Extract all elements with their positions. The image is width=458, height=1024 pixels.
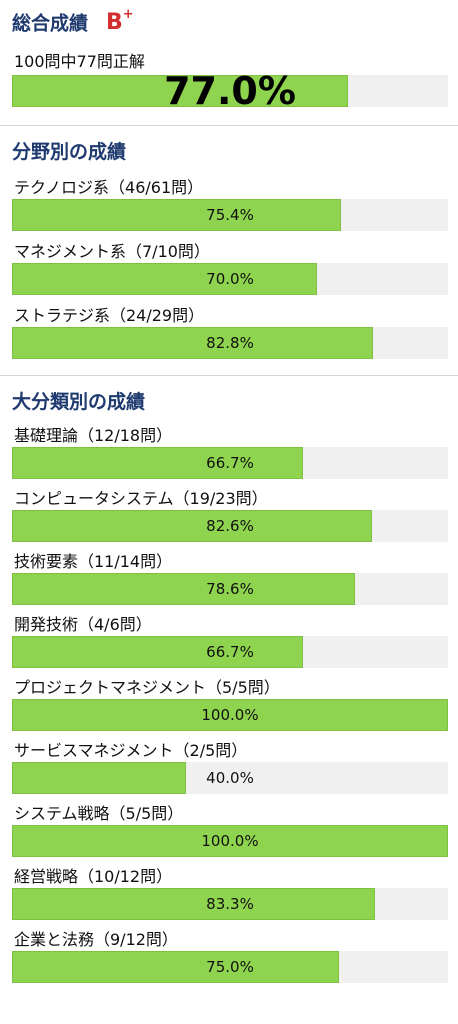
category-section: 大分類別の成績 基礎理論（12/18問） 66.7% コンピュータシステム（19… — [0, 376, 458, 984]
score-progress-fill — [12, 951, 339, 984]
score-item: 技術要素（11/14問） 78.6% — [0, 551, 458, 606]
score-item: ストラテジ系（24/29問） 82.8% — [0, 305, 458, 360]
score-item: マネジメント系（7/10問） 70.0% — [0, 241, 458, 296]
score-progress-bar: 82.8% — [12, 327, 448, 360]
category-list: 基礎理論（12/18問） 66.7% コンピュータシステム（19/23問） 82… — [0, 425, 458, 984]
score-percent: 82.8% — [206, 334, 254, 353]
score-progress-fill — [12, 699, 448, 732]
score-percent: 82.6% — [206, 517, 254, 536]
score-progress-bar: 66.7% — [12, 447, 448, 480]
overall-summary: 100問中77問正解 — [14, 52, 145, 72]
score-progress-fill — [12, 510, 373, 543]
grade-badge: B+ — [106, 7, 134, 36]
score-progress-fill — [12, 762, 187, 795]
score-progress-fill — [12, 447, 303, 480]
score-percent: 75.0% — [206, 958, 254, 977]
score-progress-bar: 82.6% — [12, 510, 448, 543]
field-section-title: 分野別の成績 — [12, 141, 127, 164]
score-item: テクノロジ系（46/61問） 75.4% — [0, 177, 458, 232]
score-progress-bar: 83.3% — [12, 888, 448, 921]
field-list: テクノロジ系（46/61問） 75.4% マネジメント系（7/10問） 70.0… — [0, 177, 458, 360]
category-section-title: 大分類別の成績 — [12, 391, 146, 414]
score-percent: 83.3% — [206, 895, 254, 914]
score-percent: 75.4% — [206, 206, 254, 225]
divider — [0, 375, 458, 377]
score-progress-fill — [12, 573, 355, 606]
field-section: 分野別の成績 テクノロジ系（46/61問） 75.4% マネジメント系（7/10… — [0, 126, 458, 360]
score-progress-fill — [12, 199, 341, 232]
grade-letter: B — [106, 10, 123, 36]
score-item: サービスマネジメント（2/5問） 40.0% — [0, 740, 458, 795]
score-percent: 70.0% — [206, 270, 254, 289]
score-item-label: 企業と法務（9/12問） — [14, 930, 178, 950]
score-item: 経営戦略（10/12問） 83.3% — [0, 866, 458, 921]
score-progress-bar: 66.7% — [12, 636, 448, 669]
score-progress-bar: 40.0% — [12, 762, 448, 795]
score-item-label: 経営戦略（10/12問） — [14, 867, 173, 887]
score-progress-bar: 78.6% — [12, 573, 448, 606]
score-progress-bar: 100.0% — [12, 825, 448, 858]
score-item-label: サービスマネジメント（2/5問） — [14, 741, 248, 761]
overall-section: 総合成績 B+ 100問中77問正解 77.0% — [0, 0, 458, 113]
score-item-label: プロジェクトマネジメント（5/5問） — [14, 678, 280, 698]
score-progress-fill — [12, 888, 376, 921]
score-percent: 78.6% — [206, 580, 254, 599]
score-percent: 66.7% — [206, 454, 254, 473]
score-percent: 100.0% — [201, 706, 259, 725]
overall-title: 総合成績 — [12, 12, 89, 35]
score-item: 基礎理論（12/18問） 66.7% — [0, 425, 458, 480]
score-item: 開発技術（4/6問） 66.7% — [0, 614, 458, 669]
score-progress-fill — [12, 825, 448, 858]
score-progress-bar: 75.0% — [12, 951, 448, 984]
grade-modifier: + — [122, 7, 134, 22]
score-percent: 40.0% — [206, 769, 254, 788]
overall-title-row: 総合成績 B+ — [0, 6, 458, 35]
score-progress-fill — [12, 263, 318, 296]
score-item-label: 技術要素（11/14問） — [14, 552, 173, 572]
score-item-label: システム戦略（5/5問） — [14, 804, 184, 824]
score-progress-bar: 70.0% — [12, 263, 448, 296]
score-percent: 100.0% — [201, 832, 259, 851]
score-item-label: ストラテジ系（24/29問） — [14, 306, 205, 326]
score-item-label: 基礎理論（12/18問） — [14, 426, 173, 446]
score-item-label: テクノロジ系（46/61問） — [14, 178, 204, 198]
overall-progress-fill — [12, 75, 348, 108]
score-percent: 66.7% — [206, 643, 254, 662]
score-item-label: 開発技術（4/6問） — [14, 615, 152, 635]
score-progress-bar: 75.4% — [12, 199, 448, 232]
score-progress-fill — [12, 327, 373, 360]
overall-progress-bar: 77.0% — [12, 69, 448, 113]
score-item: プロジェクトマネジメント（5/5問） 100.0% — [0, 677, 458, 732]
divider — [0, 125, 458, 127]
score-item: システム戦略（5/5問） 100.0% — [0, 803, 458, 858]
score-item: 企業と法務（9/12問） 75.0% — [0, 929, 458, 984]
score-item: コンピュータシステム（19/23問） 82.6% — [0, 488, 458, 543]
score-item-label: コンピュータシステム（19/23問） — [14, 489, 268, 509]
score-progress-fill — [12, 636, 303, 669]
overall-percent: 77.0% — [164, 69, 296, 114]
score-item-label: マネジメント系（7/10問） — [14, 242, 210, 262]
score-progress-bar: 100.0% — [12, 699, 448, 732]
